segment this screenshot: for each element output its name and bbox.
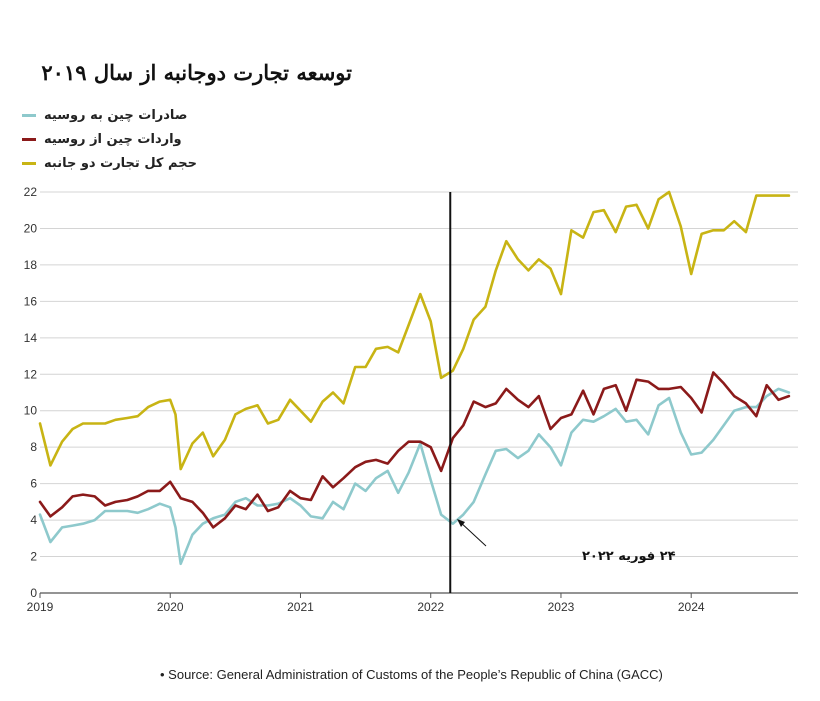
y-tick-label-2: 2 — [30, 550, 37, 564]
series-line-0 — [38, 387, 791, 566]
x-tick-label-2022: 2022 — [417, 600, 444, 614]
y-tick-label-16: 16 — [24, 294, 38, 308]
x-tick-label-2023: 2023 — [548, 600, 575, 614]
y-tick-label-4: 4 — [30, 513, 37, 527]
y-tick-label-22: 22 — [24, 185, 38, 199]
legend-swatch-total — [22, 161, 36, 165]
annotation-arrow — [458, 520, 487, 547]
y-tick-label-14: 14 — [24, 331, 38, 345]
y-tick-label-10: 10 — [24, 404, 38, 418]
y-tick-label-0: 0 — [30, 586, 37, 600]
y-tick-label-8: 8 — [30, 440, 37, 454]
series-line-2 — [38, 190, 791, 471]
x-tick-label-2024: 2024 — [678, 600, 705, 614]
legend-label-imports: واردات چین از روسیه — [44, 131, 182, 147]
series-line-1 — [38, 371, 791, 529]
legend-label-total: حجم کل تجارت دو جانبه — [44, 155, 197, 171]
legend-swatch-exports — [22, 113, 36, 117]
annotation-label: ۲۴ فوریه ۲۰۲۲ — [582, 549, 676, 564]
annotation-arrowhead — [457, 519, 465, 527]
legend-label-exports: صادرات چین به روسیه — [44, 107, 188, 123]
source-note: • Source: General Administration of Cust… — [160, 667, 663, 682]
y-tick-label-12: 12 — [24, 367, 38, 381]
x-tick-label-2019: 2019 — [27, 600, 54, 614]
x-tick-label-2020: 2020 — [157, 600, 184, 614]
chart-title: توسعه تجارت دوجانبه از سال ۲۰۱۹ — [41, 60, 352, 85]
legend-item-exports: صادرات چین به روسیه — [22, 106, 322, 124]
y-tick-label-20: 20 — [24, 221, 38, 235]
legend-swatch-imports — [22, 137, 36, 141]
y-tick-label-6: 6 — [30, 477, 37, 491]
legend-item-imports: واردات چین از روسیه — [22, 130, 322, 148]
y-tick-label-18: 18 — [24, 258, 38, 272]
legend-item-total: حجم کل تجارت دو جانبه — [22, 154, 322, 172]
x-tick-label-2021: 2021 — [287, 600, 314, 614]
